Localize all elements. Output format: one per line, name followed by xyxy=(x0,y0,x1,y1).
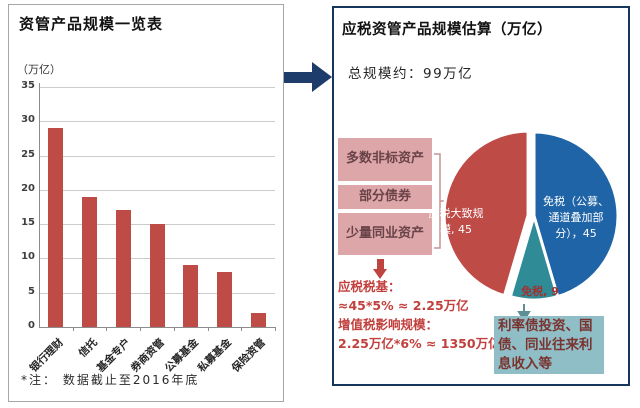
bar-chart-title: 资管产品规模一览表 xyxy=(19,15,164,33)
bar-私募基金 xyxy=(216,272,232,327)
arrow-head xyxy=(373,269,387,279)
pie-label-exempt-interest: 免税, 9 xyxy=(521,285,559,298)
pie-slice-exempt-interest xyxy=(508,214,560,302)
gridline xyxy=(39,121,275,123)
bar-chart-footnote: *注： 数据截止至2016年底 xyxy=(21,373,200,387)
tax-base-line: 应税税基： xyxy=(338,279,401,294)
pie-panel-title: 应税资管产品规模估算（万亿） xyxy=(342,22,552,38)
pie-label-taxable: 应税大致规模, 45 xyxy=(428,207,484,236)
bar-券商资管 xyxy=(149,224,165,327)
y-tick-label: 25 xyxy=(21,148,35,160)
arrow-head xyxy=(312,62,332,92)
gridline xyxy=(39,155,275,157)
x-tick xyxy=(275,327,276,331)
pie-slice-taxable xyxy=(442,129,530,298)
bar-chart-plot: 0 5 10 15 20 25 30 35 银行理财 信托 基金专户 券商资管 公募基金 私募基金 保险资管 xyxy=(9,5,283,401)
pie-annotation-layer xyxy=(434,129,620,322)
tag-box-nonstandard-assets: 多数非标资产 xyxy=(338,138,432,181)
pie-label-exempt-main: 免税（公募、通道叠加部分），45 xyxy=(543,195,609,240)
x-tick xyxy=(173,327,175,331)
tax-base-line: ≈45*5% ≈ 2.25万亿 xyxy=(338,298,469,313)
bar-信托 xyxy=(82,196,98,327)
x-tick xyxy=(207,327,209,331)
arrow-shaft xyxy=(377,259,384,270)
arrow-shaft xyxy=(284,72,314,83)
bar-chart-unit-label: （万亿） xyxy=(17,63,61,76)
x-tick xyxy=(72,327,74,331)
pie-slice-exempt-main xyxy=(532,130,620,299)
y-tick-label: 15 xyxy=(21,217,35,229)
tax-base-line: 2.25万亿*6% ≈ 1350万亿 xyxy=(338,336,501,351)
x-axis xyxy=(39,327,275,328)
bar-chart-panel: 资管产品规模一览表 （万亿） 0 5 10 15 20 25 30 35 银行理财 信托 基金专户券… xyxy=(8,4,284,402)
bar-基金专户 xyxy=(115,210,131,327)
pie-panel: 应税资管产品规模估算（万亿） 总规模约：99万亿 多数非标资产 部分债券 少量同… xyxy=(332,6,630,386)
total-scale-text: 总规模约：99万亿 xyxy=(348,66,474,82)
panel-connector-arrow-icon xyxy=(284,62,336,92)
tax-base-line: 增值税影响规模： xyxy=(338,317,439,332)
y-tick-label: 35 xyxy=(21,80,35,91)
interest-income-note-box: 利率债投资、国债、同业往来利息收入等 xyxy=(494,316,604,374)
x-tick xyxy=(241,327,243,331)
y-tick-label: 10 xyxy=(21,251,35,263)
x-tick xyxy=(106,327,108,331)
pie-chart xyxy=(442,129,620,302)
tax-base-notes: 应税税基： ≈45*5% ≈ 2.25万亿 增值税影响规模： 2.25万亿*6%… xyxy=(338,277,518,353)
bar-银行理财 xyxy=(48,128,64,327)
y-axis xyxy=(39,83,40,327)
tag-box-partial-bonds: 部分债券 xyxy=(338,185,432,209)
y-tick-label: 20 xyxy=(21,182,35,194)
bar-保险资管 xyxy=(250,313,266,327)
gridline xyxy=(39,87,275,88)
y-tick-label: 30 xyxy=(21,114,35,126)
tag-box-interbank-assets: 少量同业资产 xyxy=(338,213,432,255)
y-tick-label: 0 xyxy=(28,320,35,331)
bar-公募基金 xyxy=(183,265,199,327)
y-tick-label: 5 xyxy=(28,285,35,297)
x-tick xyxy=(140,327,142,331)
gridline xyxy=(39,189,275,191)
red-down-arrow-icon xyxy=(373,259,389,280)
